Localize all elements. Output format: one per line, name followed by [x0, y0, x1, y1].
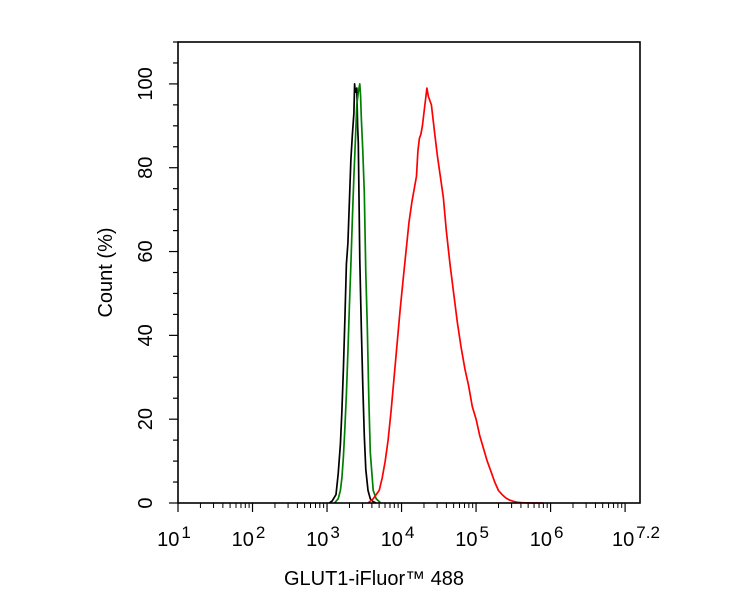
x-tick-exponent: 3: [330, 523, 339, 542]
y-axis-label: Count (%): [95, 227, 117, 317]
x-tick-label: 10 4: [381, 523, 415, 551]
x-tick-label: 10 6: [530, 523, 564, 551]
x-tick-label: 10 1: [157, 523, 191, 551]
y-tick-label: 40: [135, 324, 157, 346]
y-tick-label: 60: [135, 240, 157, 262]
series-line-0: [328, 83, 377, 504]
x-tick-exponent: 7.2: [636, 523, 660, 542]
x-tick-label: 10 5: [455, 523, 489, 551]
y-tick-label: 80: [135, 157, 157, 179]
x-axis-label: GLUT1-iFluor™ 488: [284, 568, 464, 590]
series-line-1: [333, 83, 382, 504]
x-tick-exponent: 4: [405, 523, 414, 542]
x-tick-exponent: 5: [479, 523, 488, 542]
plot-frame: [177, 41, 641, 504]
x-tick-label: 10 3: [306, 523, 340, 551]
x-tick-label: 10 2: [232, 523, 266, 551]
y-axis-ticks: 0 20 40 60 80 100: [135, 41, 178, 509]
x-tick-exponent: 1: [181, 523, 190, 542]
x-tick-label: 10 7.2: [612, 523, 660, 551]
x-tick-exponent: 6: [554, 523, 563, 542]
y-tick-label: 100: [135, 67, 157, 100]
y-tick-label: 0: [135, 497, 157, 508]
x-axis-ticks: 10 1 10 2 10 3 10 4 10 5 10 6 10 7.2: [157, 503, 660, 551]
y-tick-label: 20: [135, 408, 157, 430]
x-tick-exponent: 2: [256, 523, 265, 542]
series-line-2: [367, 87, 544, 504]
histogram-curves: [328, 83, 544, 504]
